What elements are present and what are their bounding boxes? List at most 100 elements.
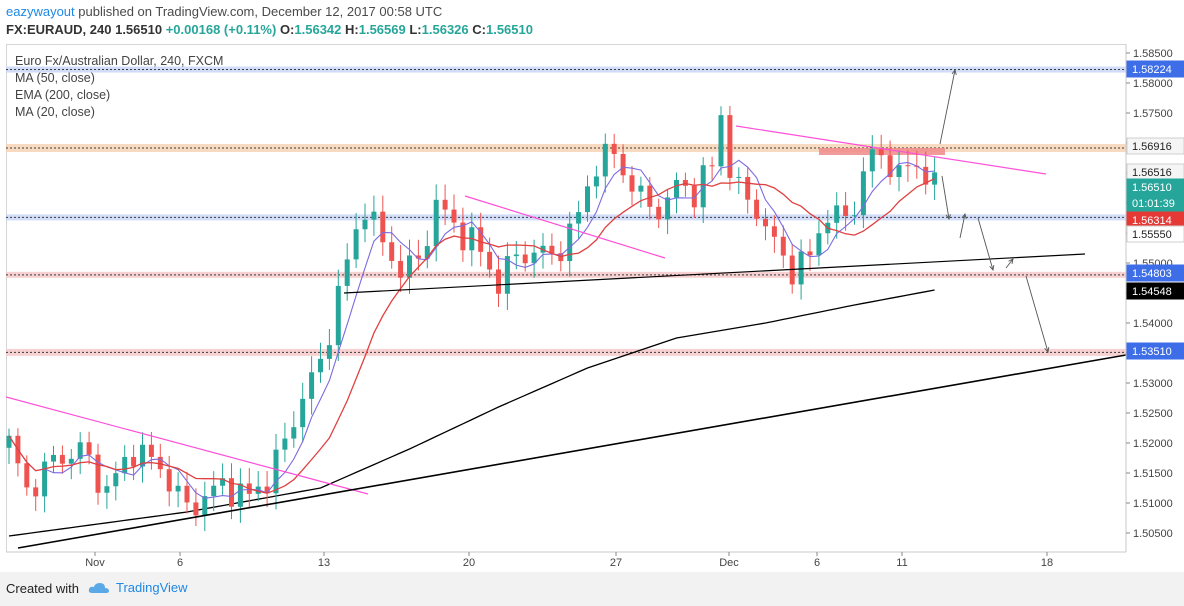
y-tick-label-2: 1.57500 [1133,108,1173,120]
projection-arrow-2 [959,213,966,239]
candle-body-71 [638,185,644,192]
legend-ma50[interactable]: MA (50, close) [15,71,95,85]
legend-title: Euro Fx/Australian Dollar, 240, FXCM [15,54,224,68]
last-price: 1.56510 [115,22,163,37]
candle-body-18 [166,469,172,492]
x-tick-label-7: 11 [896,557,907,569]
candle-body-89 [798,251,804,285]
x-tick-label-4: 27 [610,557,622,569]
tradingview-cloud-icon [88,582,109,593]
time-axis-bg [6,552,1184,572]
price-label-8: 1.54548 [1132,286,1172,298]
price-label-box-8 [1126,282,1184,300]
candle-body-32 [291,427,297,439]
candle-body-38 [344,259,350,286]
created-with-text: Created with [6,581,79,596]
tradingview-brand: TradingView [116,580,188,595]
price-label-box-6 [1126,225,1184,243]
candle-body-63 [567,223,573,262]
candle-body-3 [33,487,39,497]
price-label-0: 1.58224 [1132,64,1172,76]
candle-body-31 [282,438,288,450]
projection-arrow-1 [941,175,950,220]
candle-body-84 [754,199,760,219]
ma50-line [8,178,935,494]
legend-ema200[interactable]: EMA (200, close) [15,88,111,102]
candle-body-81 [727,115,733,178]
candle-body-95 [852,215,857,217]
candle-body-83 [745,176,751,200]
candle-body-6 [59,454,65,464]
candle-body-104 [932,172,938,185]
candle-body-50 [451,209,457,223]
price-label-1: 1.56916 [1132,141,1172,153]
candle-body-8 [77,442,83,459]
trendline-magenta-3 [735,125,1047,175]
price-label-5: 1.56314 [1132,215,1172,227]
price-label-3: 1.56510 [1132,182,1172,194]
price-label-box-1 [1126,137,1184,155]
candle-body-13 [122,456,128,474]
candle-body-48 [433,199,439,247]
legend-ma20[interactable]: MA (20, close) [15,105,95,119]
candle-body-59 [531,252,537,264]
candle-body-11 [104,486,110,493]
ma20-line [8,159,935,499]
candle-body-70 [629,175,635,192]
close-label: C: [472,22,486,37]
y-tick-label-9: 1.54000 [1133,318,1173,330]
candle-body-65 [585,186,590,213]
candle-body-96 [860,171,866,216]
ma50-layer [8,178,935,494]
price-label-9: 1.53510 [1132,346,1172,358]
price-label-4: 01:01:39 [1132,198,1175,210]
candle-body-55 [496,269,501,294]
support-line-2 [17,354,1126,549]
price-chart-svg[interactable]: 1.585001.580001.575001.570001.565001.560… [0,0,1184,572]
candle-body-54 [487,251,493,270]
candle-body-20 [184,485,190,503]
open-value: 1.56342 [294,22,342,37]
candle-body-35 [318,358,323,373]
candle-body-7 [68,458,74,464]
projection-arrow-5 [1025,275,1049,353]
projection-arrowhead-0 [951,68,957,75]
projection-arrow-3 [977,217,994,271]
candle-body-79 [709,165,715,167]
candle-body-39 [353,229,359,260]
price-label-2: 1.56516 [1132,167,1172,179]
author-link[interactable]: eazywayout [6,4,75,19]
candle-body-69 [620,153,626,176]
candle-body-33 [300,398,306,428]
header-bar: eazywayout published on TradingView.com,… [0,0,1184,44]
candle-body-78 [700,165,706,208]
candle-body-93 [834,205,840,223]
footer-bar: Created with TradingView [0,572,1184,606]
candle-body-25 [229,478,234,507]
y-tick-label-1: 1.58000 [1133,78,1173,90]
price-label-7: 1.54803 [1132,268,1172,280]
candles-layer [6,105,938,532]
candle-body-66 [593,176,599,187]
trendline-magenta-1 [6,396,369,495]
candle-body-73 [656,206,662,220]
candle-body-94 [843,205,849,217]
candle-body-72 [647,185,653,207]
publish-info: eazywayout published on TradingView.com,… [6,4,442,19]
y-tick-label-12: 1.52500 [1133,408,1173,420]
projection-arrow-0 [939,69,956,145]
chart-pane[interactable] [6,44,1127,553]
candle-body-17 [157,456,163,470]
low-value: 1.56326 [421,22,469,37]
symbol-label: FX:EURAUD, 240 [6,22,112,37]
projection-arrowhead-2 [961,212,967,219]
candle-body-85 [763,218,768,227]
candle-body-56 [504,256,510,294]
open-label: O: [279,22,295,37]
tradingview-link[interactable]: TradingView [88,580,188,595]
candle-body-67 [602,143,608,177]
price-label-box-9 [1126,342,1184,360]
x-tick-label-1: 6 [177,557,183,569]
projection-arrowhead-1 [945,214,951,221]
candle-body-19 [175,485,181,492]
